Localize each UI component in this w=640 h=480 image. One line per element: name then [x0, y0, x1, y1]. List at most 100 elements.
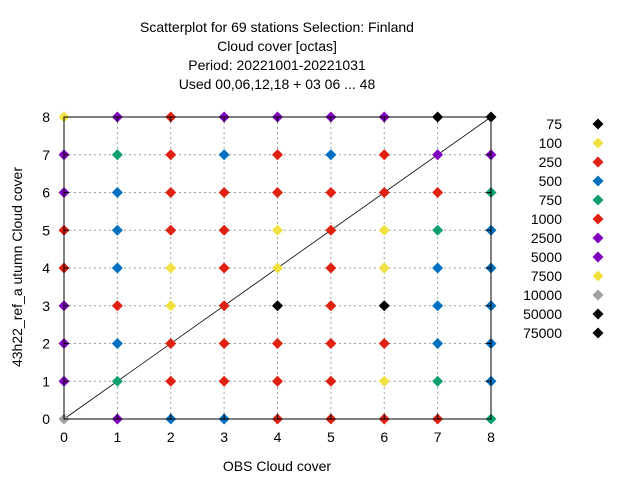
data-point [165, 224, 177, 236]
data-point [432, 338, 444, 349]
legend-marker [592, 289, 604, 301]
x-tick-label: 6 [380, 429, 388, 445]
y-tick-label: 7 [42, 147, 50, 163]
y-tick-label: 4 [42, 260, 50, 276]
y-axis-ticks: 0 1 2 3 4 5 6 7 8 [42, 109, 491, 427]
data-point [272, 300, 283, 312]
x-tick-label: 8 [487, 429, 495, 445]
legend-label: 750 [539, 192, 563, 208]
legend-label: 100 [539, 135, 563, 151]
legend-marker [592, 213, 604, 225]
data-point [378, 262, 390, 274]
legend-marker [592, 194, 604, 206]
y-tick-label: 6 [42, 185, 50, 201]
y-tick-label: 5 [42, 222, 50, 238]
data-point [378, 300, 390, 312]
data-point [218, 224, 230, 236]
legend-label: 500 [539, 173, 563, 189]
legend-marker [592, 118, 604, 130]
data-point [165, 187, 177, 198]
legend-label: 250 [539, 154, 563, 170]
data-point [272, 338, 283, 349]
data-point [111, 338, 123, 349]
data-point [378, 375, 390, 387]
legend-marker [592, 156, 604, 168]
x-tick-label: 4 [274, 429, 282, 445]
data-point [111, 375, 123, 387]
legend-marker [592, 137, 604, 149]
chart-title-line-2: Cloud cover [octas] [217, 38, 337, 54]
legend: 75 100 250 500 750 1000 2500 5000 7500 10000 50000… [523, 116, 604, 341]
data-point [432, 224, 444, 236]
data-point [378, 338, 390, 349]
legend-label: 75000 [523, 325, 562, 341]
y-tick-label: 1 [42, 373, 50, 389]
data-point [218, 300, 230, 312]
data-point [272, 375, 283, 387]
data-point [432, 187, 444, 198]
x-tick-label: 0 [60, 429, 68, 445]
legend-label: 1000 [531, 211, 562, 227]
legend-marker [592, 270, 604, 282]
data-point [272, 262, 283, 274]
x-tick-label: 5 [327, 429, 335, 445]
data-point [218, 338, 230, 349]
data-point [325, 262, 337, 274]
data-point [432, 375, 444, 387]
data-point [165, 375, 177, 387]
legend-marker [592, 327, 604, 339]
data-point [111, 149, 123, 161]
data-point [165, 262, 177, 274]
y-tick-label: 2 [42, 336, 50, 352]
legend-label: 7500 [531, 268, 562, 284]
data-point [111, 300, 123, 312]
data-point [165, 338, 177, 349]
data-point [432, 300, 444, 312]
legend-label: 2500 [531, 230, 562, 246]
legend-marker [592, 308, 604, 320]
data-point [111, 224, 123, 236]
x-tick-label: 3 [220, 429, 228, 445]
data-point [378, 187, 390, 198]
data-point [325, 187, 337, 198]
data-point [378, 149, 390, 161]
legend-marker [592, 232, 604, 244]
data-point [325, 375, 337, 387]
data-point [272, 224, 283, 236]
y-tick-label: 8 [42, 109, 50, 125]
data-point [325, 149, 337, 161]
legend-marker [592, 251, 604, 263]
y-tick-label: 3 [42, 298, 50, 314]
legend-label: 5000 [531, 249, 562, 265]
data-point [272, 187, 283, 198]
data-point [378, 224, 390, 236]
data-point [325, 224, 337, 236]
x-tick-label: 1 [113, 429, 121, 445]
data-point [165, 300, 177, 312]
data-point [272, 149, 283, 161]
data-point [111, 262, 123, 274]
data-point [218, 375, 230, 387]
data-point [325, 338, 337, 349]
data-point [432, 149, 444, 161]
legend-label: 75 [546, 116, 562, 132]
data-point [218, 262, 230, 274]
data-point [218, 187, 230, 198]
x-axis-ticks: 0 1 2 3 4 5 6 7 8 [60, 117, 495, 445]
x-tick-label: 2 [167, 429, 175, 445]
x-tick-label: 7 [434, 429, 442, 445]
chart-title: Scatterplot for 69 stations Selection: F… [140, 19, 414, 92]
y-axis-label: 43h22_ref_a utumn Cloud cover [9, 167, 25, 367]
chart-title-line-4: Used 00,06,12,18 + 03 06 ... 48 [179, 76, 376, 92]
legend-label: 50000 [523, 306, 562, 322]
data-point [111, 187, 123, 198]
y-tick-label: 0 [42, 411, 50, 427]
chart-title-line-1: Scatterplot for 69 stations Selection: F… [140, 19, 414, 35]
legend-label: 10000 [523, 287, 562, 303]
data-point [325, 300, 337, 312]
legend-marker [592, 175, 604, 187]
x-axis-label: OBS Cloud cover [223, 458, 331, 474]
data-point [432, 262, 444, 274]
data-point [165, 149, 177, 161]
